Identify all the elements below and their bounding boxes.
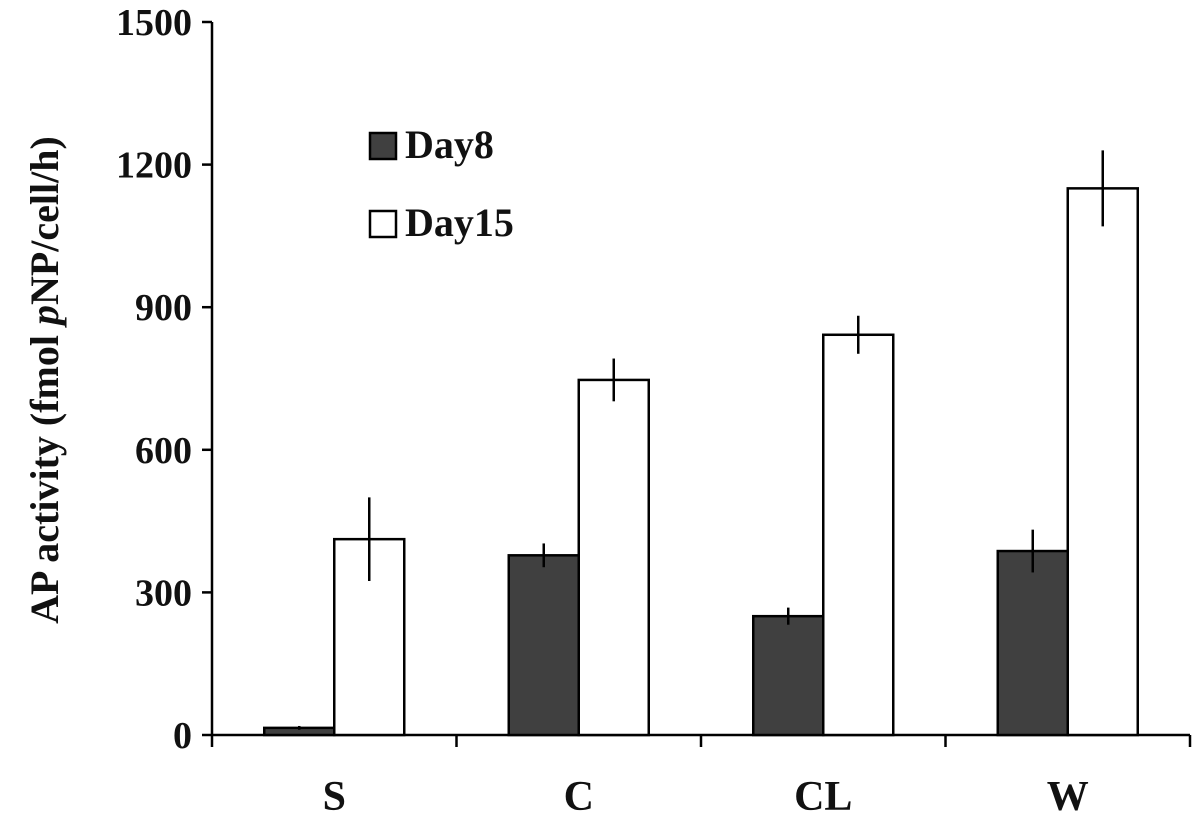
bar-day8-cl [752,614,825,737]
bar-day8-c [507,554,580,737]
x-axis: S C CL W [210,733,1192,820]
y-axis-label-pre: AP activity (fmol [22,325,67,624]
error-bars-group [298,150,1104,730]
legend: Day8 Day15 [368,122,514,245]
y-axis-label-italic: p [22,305,67,328]
legend-label-day15: Day15 [405,200,514,245]
y-axis-label: AP activity (fmol pNP/cell/h) [22,136,67,624]
x-tick-label: S [323,774,346,820]
bar-day15-cl [822,333,895,737]
bar-day8-w [996,549,1069,737]
y-tick-label: 900 [135,287,192,329]
legend-swatch-day8 [368,131,398,161]
y-tick-label: 1500 [116,2,192,44]
y-tick-label: 1200 [116,145,192,187]
y-axis-label-post: NP/cell/h) [22,136,67,305]
bars-group [263,187,1139,737]
x-tick-label: CL [794,774,852,820]
y-tick-label: 600 [135,430,192,472]
y-tick-label: 0 [173,715,192,757]
y-axis: 0 300 600 900 1200 1500 [116,2,214,757]
bar-day15-w [1066,187,1139,737]
legend-label-day8: Day8 [405,122,494,167]
legend-swatch-day15 [368,209,398,239]
x-tick-label: C [564,774,594,820]
y-tick-label: 300 [135,572,192,614]
x-tick-label: W [1047,774,1089,820]
bar-day15-c [577,378,650,737]
